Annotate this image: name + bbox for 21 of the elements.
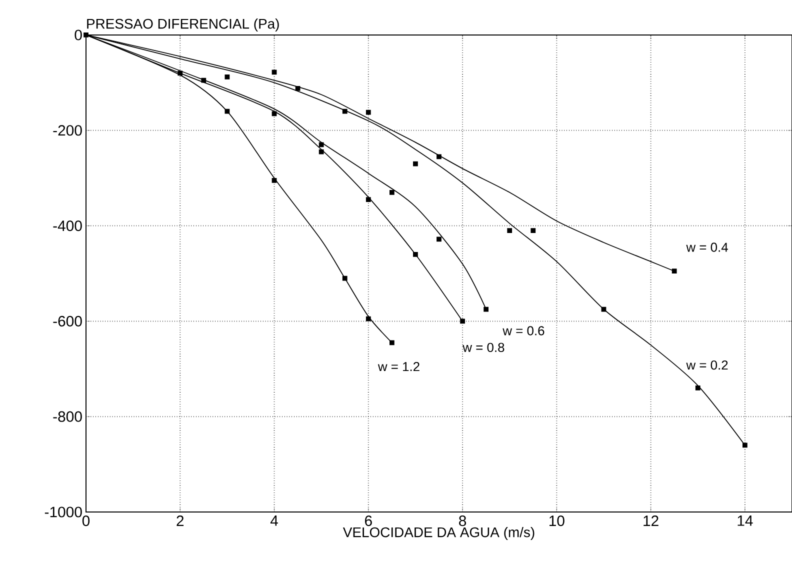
series-label: w = 1.2 (378, 362, 420, 372)
series-label: w = 0.4 (686, 242, 728, 252)
y-axis-title: PRESSAO DIFERENCIAL (Pa) (87, 18, 279, 32)
x-axis-title: VELOCIDADE DA AGUA (m/s) (342, 526, 534, 540)
y-tick-label: -1000 (44, 506, 82, 518)
y-tick-label: -200 (53, 125, 82, 136)
y-tick-label: -800 (53, 411, 82, 422)
x-tick-label: 6 (365, 516, 372, 526)
series-label: w = 0.2 (686, 360, 728, 370)
x-tick-label: 0 (82, 516, 90, 526)
x-tick-label: 14 (738, 516, 753, 526)
series-label: w = 0.6 (502, 326, 544, 336)
x-tick-label: 8 (459, 516, 466, 526)
x-tick-label: 10 (550, 516, 564, 526)
y-tick-label: -400 (53, 220, 82, 232)
x-tick-label: 2 (176, 516, 184, 526)
x-tick-label: 4 (270, 516, 278, 526)
y-tick-label: -600 (53, 316, 82, 326)
x-tick-label: 12 (644, 516, 658, 526)
series-label: w = 0.8 (462, 342, 504, 352)
y-tick-label: 0 (74, 30, 82, 40)
